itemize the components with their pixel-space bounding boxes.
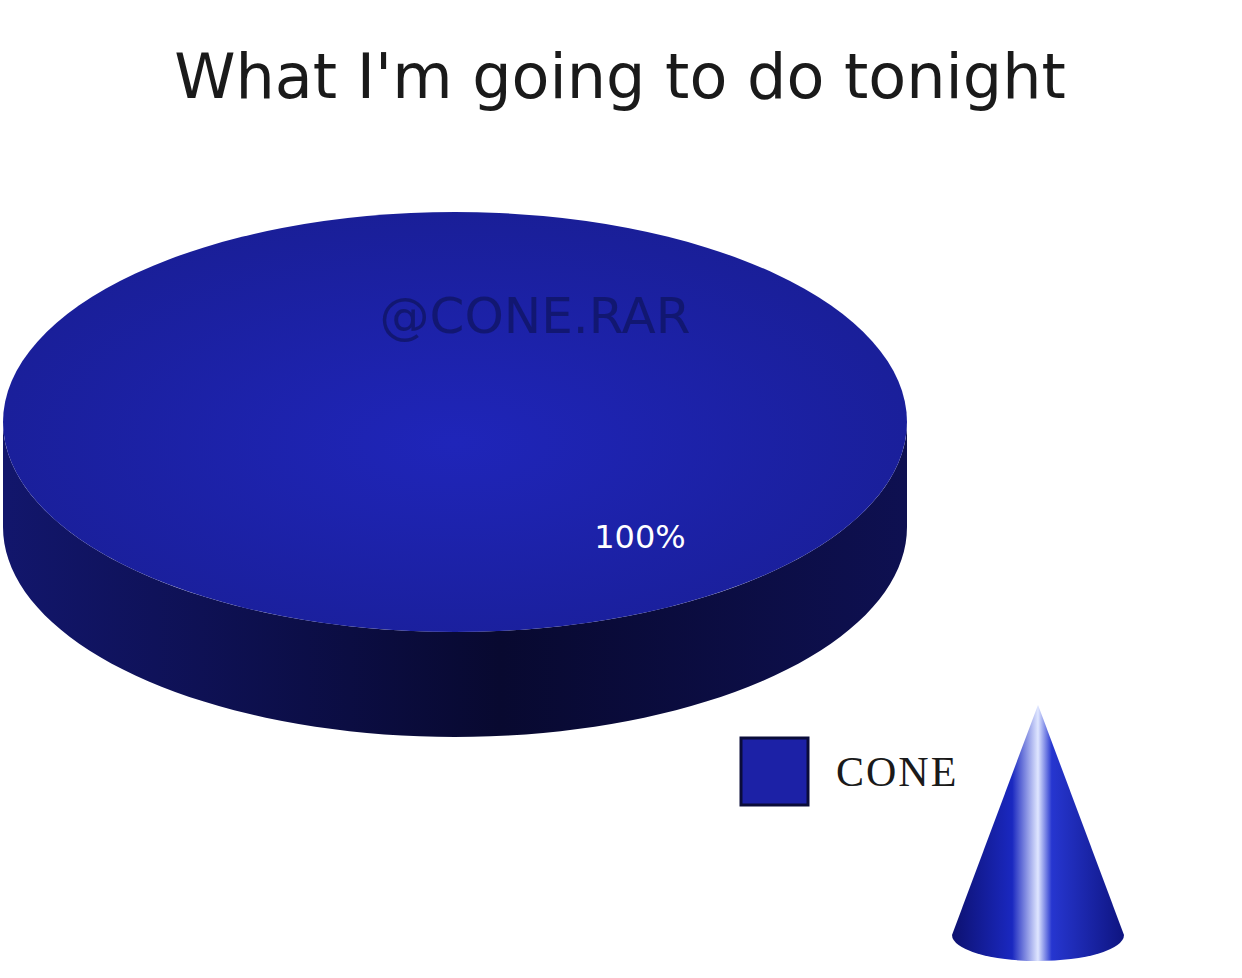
cone-decoration: [952, 705, 1124, 961]
pie-slice-group: [3, 212, 907, 632]
legend-swatch: [741, 738, 808, 805]
legend: CONE: [741, 738, 958, 805]
title: What I'm going to do tonight: [174, 40, 1066, 113]
legend-label: CONE: [836, 749, 958, 795]
chart: What I'm going to do tonight @CONE.RAR 100…: [0, 0, 1242, 978]
pie-marks: [3, 212, 907, 737]
watermark: @CONE.RAR: [380, 287, 691, 345]
pie-slice: [3, 212, 907, 632]
data-label: 100%: [594, 518, 685, 556]
